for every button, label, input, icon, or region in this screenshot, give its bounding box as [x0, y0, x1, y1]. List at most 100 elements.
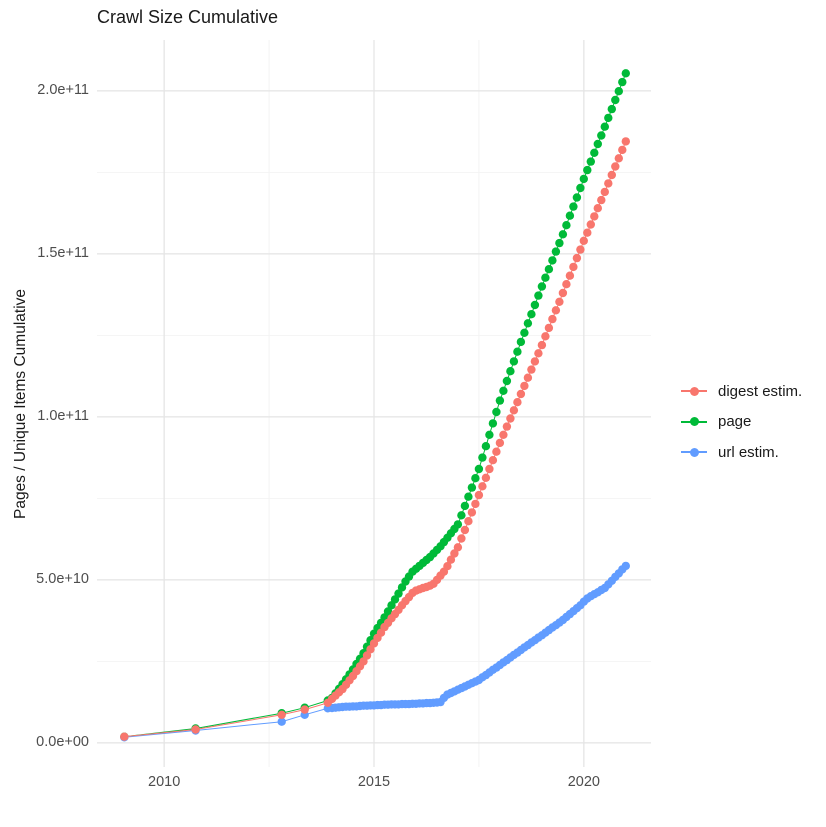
y-tick-label: 1.0e+11 — [37, 407, 89, 424]
data-point — [300, 705, 309, 714]
legend-label: url estim. — [718, 443, 779, 461]
data-point — [509, 406, 519, 415]
legend-key-dot — [689, 386, 699, 396]
data-point — [586, 220, 595, 229]
data-point — [600, 187, 609, 197]
legend-item-digest-estim: digest estim. — [681, 376, 802, 407]
data-point — [597, 131, 606, 140]
data-point — [481, 442, 491, 451]
data-point — [495, 396, 505, 405]
data-point — [565, 211, 575, 220]
legend-item-url-estim: url estim. — [681, 437, 802, 468]
data-point — [499, 430, 508, 439]
series-line — [124, 565, 627, 738]
data-point — [618, 77, 627, 87]
data-point — [502, 376, 512, 386]
data-point — [527, 365, 536, 374]
data-point — [611, 162, 620, 171]
data-point — [565, 271, 575, 280]
legend-key-icon — [681, 386, 707, 396]
data-point — [607, 170, 616, 180]
data-point — [548, 256, 557, 265]
data-point — [534, 349, 543, 358]
data-point — [576, 183, 585, 193]
data-point — [485, 430, 494, 439]
data-point — [572, 253, 582, 263]
data-point — [453, 543, 463, 552]
data-point — [506, 367, 515, 376]
data-point — [478, 453, 487, 462]
legend-key-icon — [681, 447, 707, 457]
data-point — [443, 562, 452, 571]
data-point — [604, 179, 613, 188]
data-point — [614, 87, 623, 96]
data-point — [551, 306, 561, 315]
data-point — [586, 157, 595, 166]
x-tick-label: 2015 — [357, 774, 391, 790]
x-tick-label: 2010 — [148, 774, 181, 790]
data-point — [579, 236, 588, 245]
data-point — [548, 314, 557, 324]
data-point — [523, 319, 533, 328]
data-point — [572, 193, 582, 202]
data-point — [530, 300, 540, 310]
legend-item-page: page — [681, 407, 802, 438]
data-point — [558, 288, 568, 298]
data-point — [569, 262, 578, 272]
data-point — [506, 414, 515, 423]
data-point — [607, 104, 616, 114]
data-point — [495, 438, 505, 448]
data-point — [576, 245, 585, 254]
legend-key-dot — [689, 417, 699, 427]
legend-label: page — [718, 413, 752, 431]
data-point — [362, 651, 372, 660]
data-point — [457, 511, 466, 520]
data-point — [593, 139, 602, 149]
data-point — [562, 221, 571, 230]
data-point — [502, 422, 512, 431]
data-point — [453, 520, 463, 529]
data-point — [520, 328, 529, 337]
data-point — [277, 710, 286, 719]
data-point — [383, 607, 393, 616]
data-point — [537, 282, 547, 291]
series-digest-estim — [120, 137, 630, 741]
data-point — [558, 230, 568, 239]
data-point — [590, 212, 599, 221]
data-point — [544, 323, 554, 333]
data-point — [544, 265, 554, 274]
data-point — [509, 357, 519, 366]
data-point — [478, 482, 487, 491]
data-point — [277, 717, 286, 726]
data-point — [604, 113, 613, 123]
legend-key-dot — [689, 447, 699, 457]
data-point — [590, 148, 599, 157]
legend-key-icon — [681, 417, 707, 427]
data-point — [471, 474, 480, 483]
y-axis-title: Pages / Unique Items Cumulative — [12, 288, 29, 520]
data-point — [516, 337, 526, 347]
data-point — [614, 154, 623, 163]
x-tick-label: 2020 — [567, 774, 600, 790]
data-point — [520, 381, 529, 391]
data-point — [516, 389, 526, 399]
data-point — [555, 238, 564, 248]
data-point — [474, 490, 484, 500]
data-point — [464, 517, 473, 526]
data-point — [541, 273, 550, 282]
plot-panel — [97, 40, 651, 767]
data-point — [120, 732, 129, 741]
data-point — [621, 69, 630, 78]
data-point — [471, 499, 480, 509]
data-point — [474, 464, 484, 474]
data-point — [457, 534, 466, 543]
data-point — [488, 419, 498, 428]
data-point — [611, 95, 620, 105]
data-point — [513, 398, 522, 407]
data-point — [530, 357, 540, 366]
data-point — [541, 332, 550, 341]
data-point — [394, 589, 403, 598]
data-point — [460, 501, 470, 511]
legend-label: digest estim. — [718, 382, 803, 400]
